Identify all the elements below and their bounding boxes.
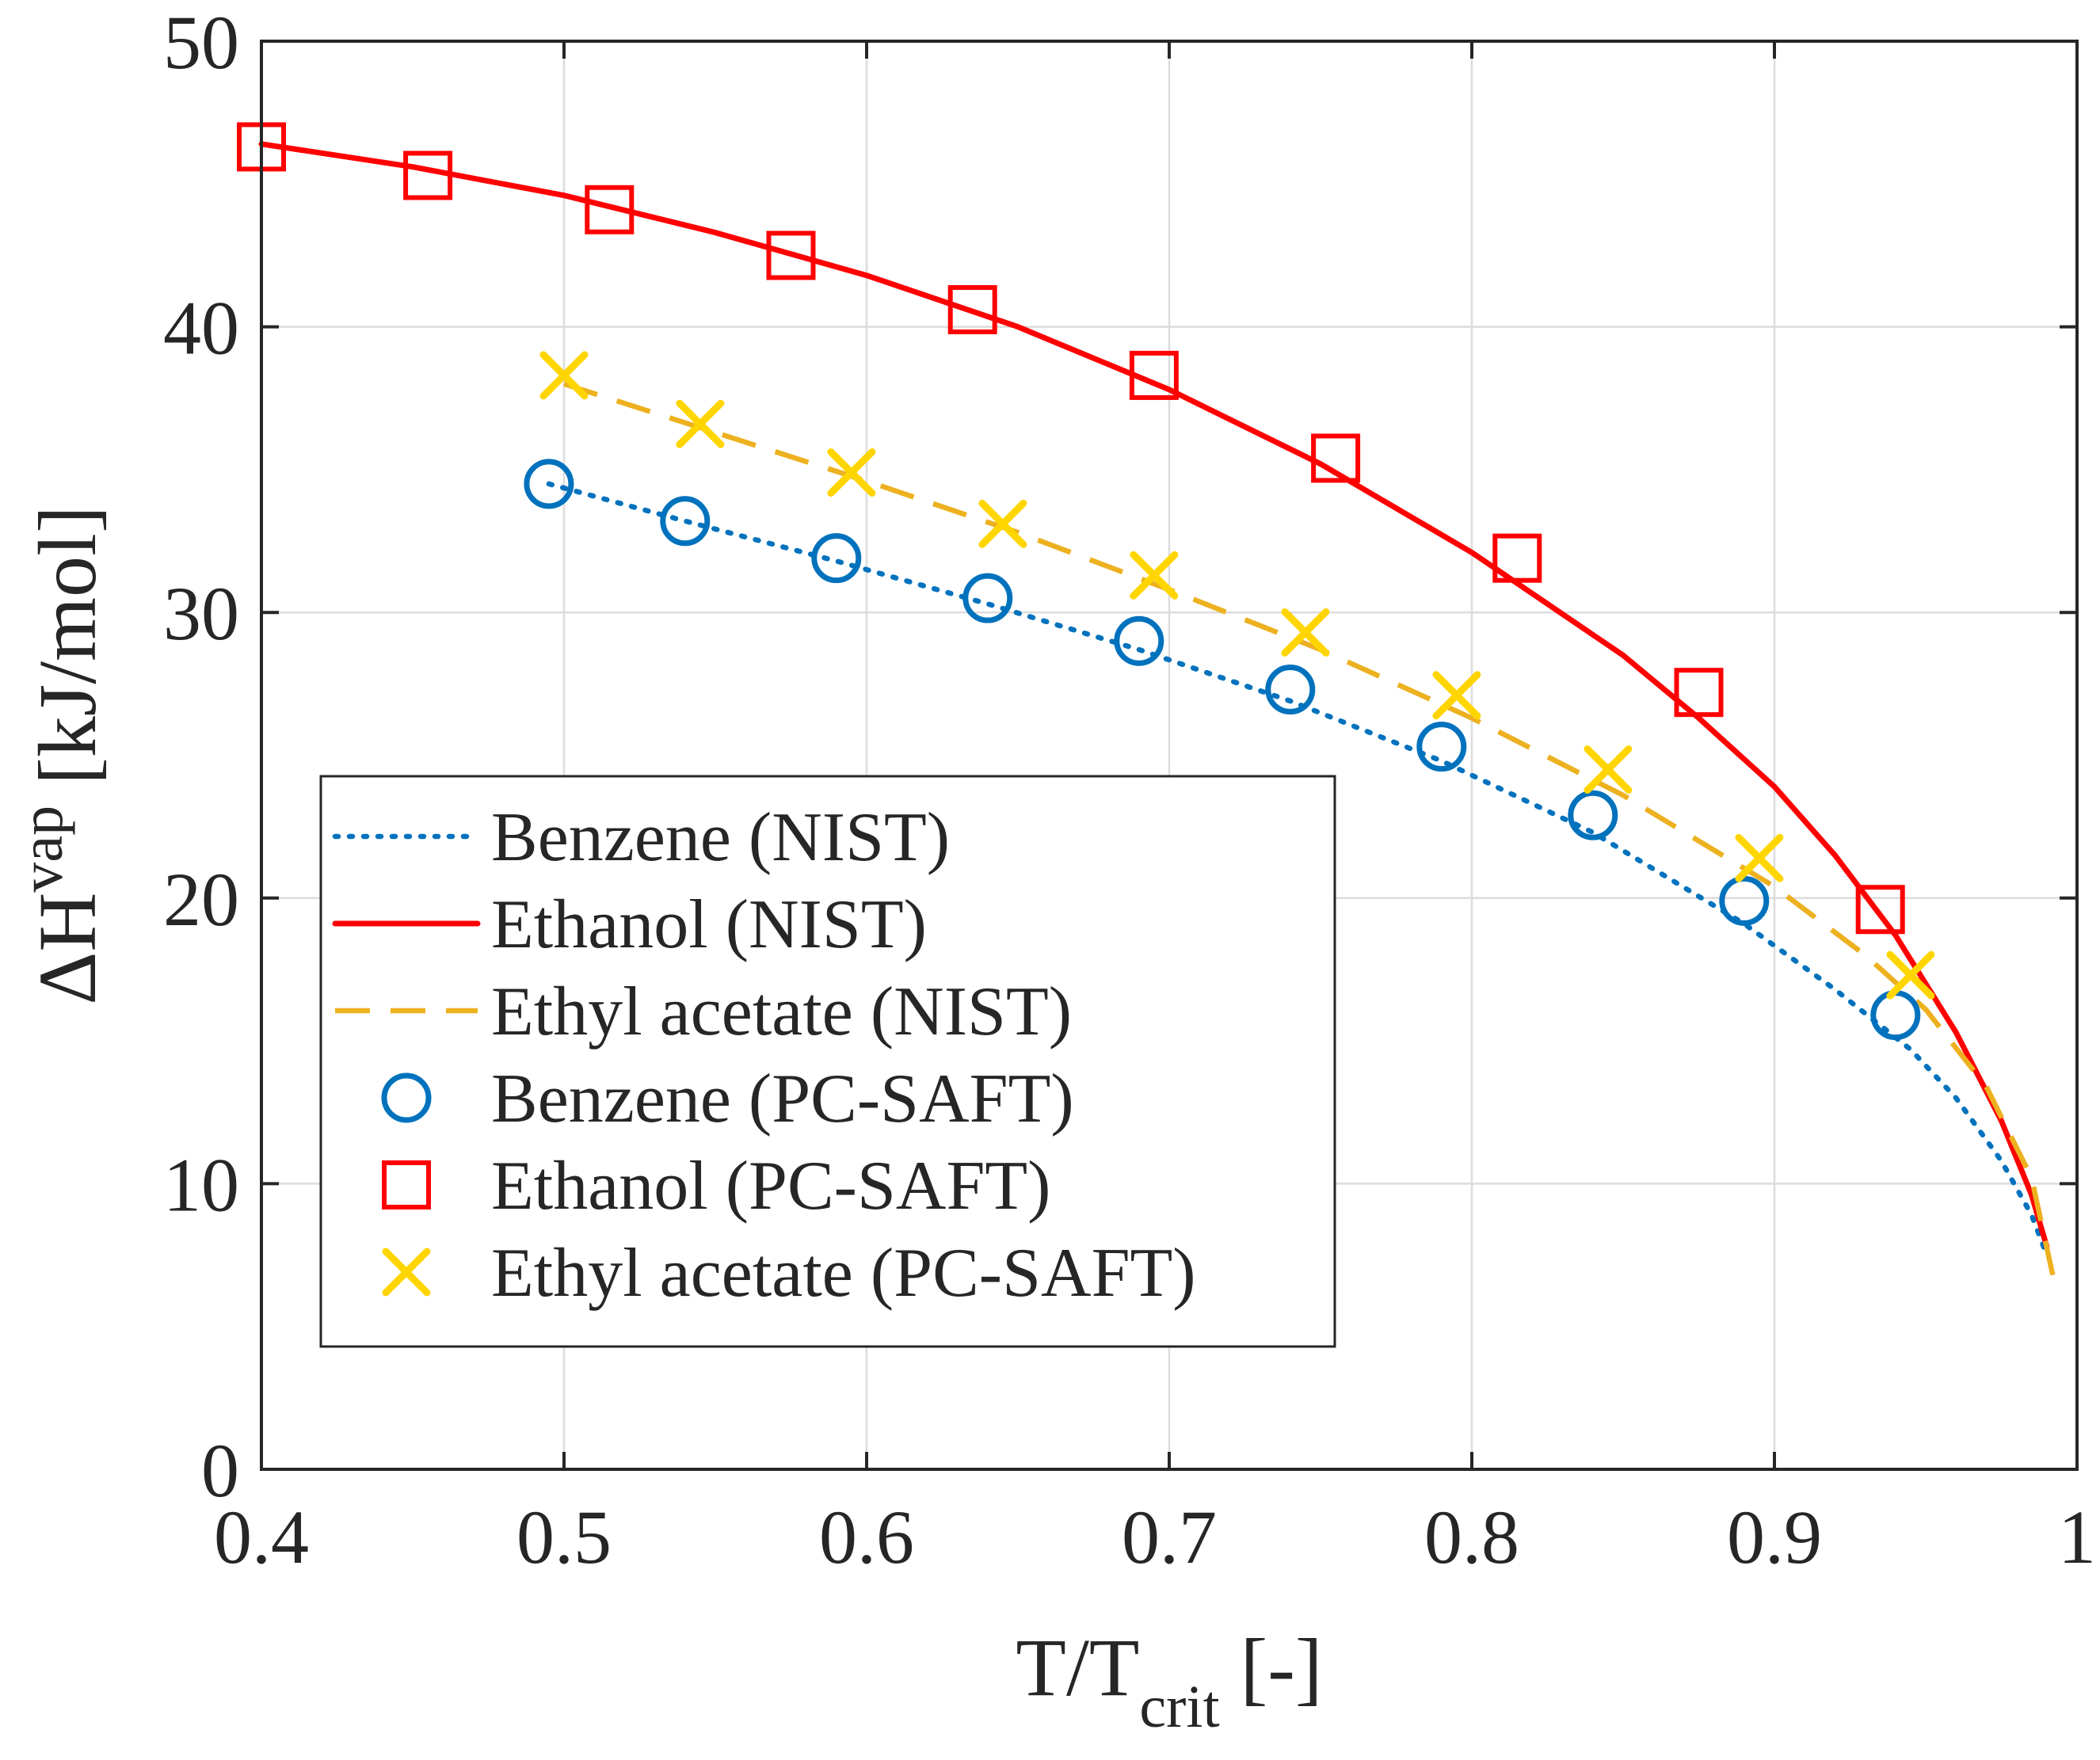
data-point-circle bbox=[811, 533, 862, 584]
data-point-circle bbox=[1416, 722, 1467, 772]
x-tick-label: 0.5 bbox=[516, 1495, 612, 1579]
legend-label: Ethyl acetate (PC-SAFT) bbox=[491, 1235, 1196, 1312]
y-tick-label: 20 bbox=[163, 857, 239, 942]
x-tick-label: 0.7 bbox=[1122, 1495, 1217, 1579]
data-point-x bbox=[1281, 608, 1330, 657]
data-point-square bbox=[585, 185, 635, 234]
data-point-x bbox=[827, 448, 876, 497]
data-point-square bbox=[1855, 885, 1905, 935]
legend-item: Ethyl acetate (PC-SAFT) bbox=[382, 1235, 1196, 1312]
data-point-x bbox=[676, 399, 725, 448]
data-point-circle bbox=[1719, 875, 1770, 926]
legend-item: Ethanol (PC-SAFT) bbox=[382, 1148, 1050, 1225]
data-point-square bbox=[766, 230, 816, 280]
data-point-x bbox=[1886, 950, 1935, 1000]
data-point-x bbox=[978, 499, 1027, 548]
legend-box bbox=[319, 775, 1336, 1348]
y-tick-label: 10 bbox=[163, 1142, 239, 1227]
data-point-x bbox=[1130, 550, 1179, 600]
data-point-circle bbox=[1265, 665, 1316, 715]
data-point-circle bbox=[962, 573, 1013, 623]
data-point-square bbox=[403, 150, 453, 200]
legend-marker-swatch bbox=[381, 1072, 432, 1123]
data-point-square bbox=[1674, 668, 1724, 718]
data-point-square bbox=[1129, 350, 1179, 400]
x-tick-label: 1 bbox=[2058, 1495, 2096, 1579]
legend-label: Benzene (PC-SAFT) bbox=[491, 1061, 1074, 1137]
legend-item: Benzene (PC-SAFT) bbox=[381, 1061, 1074, 1137]
x-tick-label: 0.6 bbox=[819, 1495, 914, 1579]
legend-label: Benzene (NIST) bbox=[491, 799, 950, 876]
x-tick-label: 0.4 bbox=[214, 1495, 309, 1579]
legend-item: Ethyl acetate (NIST) bbox=[335, 973, 1072, 1050]
series-line bbox=[563, 381, 2059, 1290]
series-benzene-nist bbox=[546, 481, 2050, 1258]
series-line bbox=[546, 481, 2050, 1258]
data-point-square bbox=[947, 284, 997, 334]
data-point-x bbox=[1432, 671, 1481, 720]
data-point-x bbox=[1735, 833, 1784, 882]
y-tick-label: 0 bbox=[201, 1428, 239, 1513]
data-point-circle bbox=[524, 459, 574, 509]
x-axis-label: T/Tcrit [-] bbox=[1016, 1622, 1322, 1740]
y-tick-label: 30 bbox=[163, 571, 239, 656]
data-point-circle bbox=[1114, 615, 1164, 666]
series-line bbox=[258, 141, 2050, 1250]
legend-marker-swatch bbox=[382, 1248, 431, 1297]
data-point-x bbox=[539, 351, 589, 400]
data-point-square bbox=[1311, 433, 1361, 483]
series-ethyl-acetate-nist bbox=[563, 381, 2059, 1290]
legend-item: Benzene (NIST) bbox=[332, 799, 950, 876]
data-point-circle bbox=[660, 496, 711, 547]
legend-item: Ethanol (NIST) bbox=[332, 886, 927, 963]
legend-label: Ethyl acetate (NIST) bbox=[491, 973, 1072, 1050]
x-tick-label: 0.9 bbox=[1727, 1495, 1822, 1579]
y-axis-label: ΔHvap [kJ/mol] bbox=[9, 505, 113, 1004]
legend: Benzene (NIST) Ethanol (NIST) Ethyl acetat… bbox=[319, 775, 1336, 1348]
data-point-x bbox=[1584, 745, 1633, 794]
legend-label: Ethanol (PC-SAFT) bbox=[491, 1148, 1050, 1225]
series-ethanol-nist bbox=[258, 141, 2050, 1250]
legend-label: Ethanol (NIST) bbox=[491, 886, 927, 963]
x-tick-label: 0.8 bbox=[1424, 1495, 1519, 1579]
plot-area bbox=[237, 122, 2059, 1290]
y-tick-label: 50 bbox=[163, 0, 239, 85]
legend-marker-swatch bbox=[382, 1160, 431, 1210]
y-tick-label: 40 bbox=[163, 286, 239, 371]
data-point-square bbox=[1492, 533, 1542, 583]
series-ethyl-acetate-pc-saft bbox=[539, 351, 1935, 1000]
data-point-circle bbox=[1568, 790, 1618, 840]
